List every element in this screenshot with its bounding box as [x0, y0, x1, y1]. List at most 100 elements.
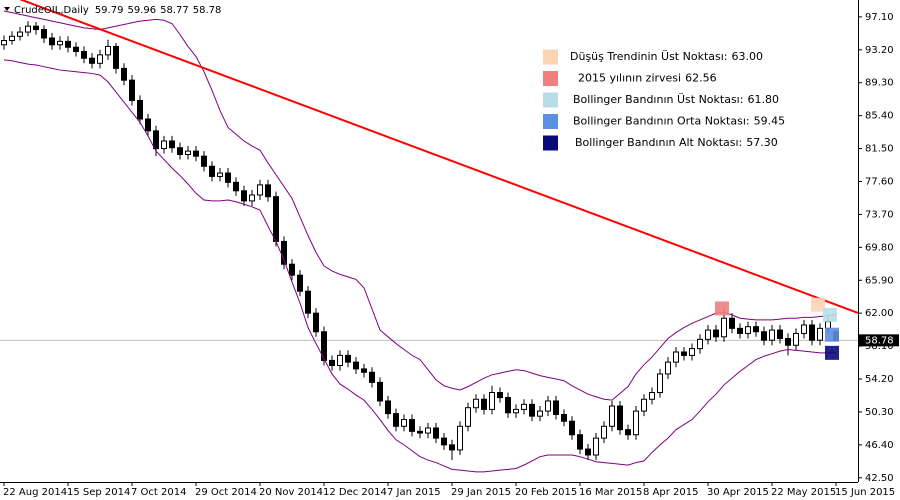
legend-value: 59.45 [754, 115, 786, 128]
candle-body [609, 405, 615, 427]
candle-body [305, 290, 311, 314]
candle-body [777, 329, 783, 339]
candle-body [473, 398, 479, 409]
candle-body [657, 373, 663, 394]
candle-body [49, 37, 55, 46]
candle-body [73, 46, 79, 52]
trend-line [19, 0, 858, 314]
candle-body [793, 332, 799, 346]
candle-body [225, 172, 231, 183]
candle-body [353, 361, 359, 370]
candle-body [25, 25, 31, 33]
candle-body [145, 118, 151, 132]
candle-body [601, 425, 607, 439]
candle-body [169, 140, 175, 149]
candle-body [129, 79, 135, 101]
candle-body [201, 155, 207, 167]
legend-value: 62.56 [685, 72, 717, 85]
candle-body [1, 40, 7, 46]
candle-body [505, 397, 511, 414]
candle-body [737, 327, 743, 334]
legend-label: Bollinger Bandının Alt Noktası: [575, 136, 742, 149]
legend-label: Düşüş Trendinin Üst Noktası: [570, 50, 728, 63]
candle-body [337, 354, 343, 367]
x-tick-label: 15 Sep 2014 [67, 487, 130, 498]
candle-body [161, 140, 167, 150]
y-tick-label: 58.10 [865, 341, 894, 352]
y-tick-label: 46.40 [865, 440, 894, 451]
candle-body [193, 150, 199, 157]
candle-body [625, 429, 631, 436]
candle-body [801, 324, 807, 334]
candle-body [209, 165, 215, 177]
candle-body [489, 392, 495, 410]
x-tick-label: 8 Apr 2015 [643, 487, 698, 498]
legend-value: 57.30 [746, 136, 778, 149]
candle-body [281, 240, 287, 265]
legend-label: Bollinger Bandının Üst Noktası: [573, 93, 743, 106]
y-tick-label: 85.40 [865, 111, 894, 122]
candle-body [705, 329, 711, 340]
candle-body [641, 398, 647, 412]
level-marker [825, 327, 839, 342]
legend-swatch [543, 71, 558, 86]
menu-arrow[interactable] [4, 7, 10, 11]
candle-body [65, 40, 71, 48]
level-marker [811, 297, 825, 312]
level-marker [825, 345, 839, 360]
legend-swatch [543, 135, 558, 151]
candle-body [377, 381, 383, 402]
candle-body [673, 351, 679, 363]
candle-body [481, 398, 487, 410]
candle-body [113, 45, 119, 69]
x-tick-label: 15 Jun 2015 [835, 487, 895, 498]
y-tick-label: 97.10 [865, 12, 894, 23]
y-tick-label: 42.50 [865, 473, 894, 484]
candle-body [689, 348, 695, 356]
candle-body [809, 324, 815, 341]
candle-body [401, 419, 407, 427]
candle-body [721, 317, 727, 338]
x-tick-label: 22 May 2015 [771, 487, 836, 498]
candle-body [697, 338, 703, 350]
candle-body [785, 337, 791, 346]
price-label: 58.78 [865, 335, 894, 346]
candle-body [769, 329, 775, 341]
candle-body [713, 329, 719, 338]
price-label-bg [859, 334, 899, 347]
candle-body [89, 57, 95, 64]
candle-body [57, 40, 63, 46]
y-tick-label: 50.30 [865, 407, 894, 418]
legend-value: 61.80 [747, 93, 779, 106]
x-tick-label: 29 Jan 2015 [451, 487, 511, 498]
legend-swatch [543, 114, 558, 129]
y-tick-label: 81.50 [865, 144, 894, 155]
candle-body [313, 312, 319, 333]
candle-body [569, 420, 575, 436]
candle-body [105, 45, 111, 56]
candle-body [817, 327, 823, 341]
legend-label: 2015 yılının zirvesi [578, 72, 681, 85]
x-tick-label: 16 Mar 2015 [579, 487, 642, 498]
candle-body [385, 400, 391, 415]
x-tick-label: 7 Jan 2015 [387, 487, 441, 498]
candle-body [753, 326, 759, 333]
candle-body [137, 99, 143, 120]
candle-body [265, 184, 271, 198]
candle-body [617, 405, 623, 431]
close-value: 58.78 [193, 5, 222, 16]
x-tick-label: 20 Feb 2015 [515, 487, 577, 498]
legend-swatch [543, 92, 558, 108]
level-marker [715, 301, 729, 316]
candle-body [9, 35, 15, 42]
candle-body [369, 371, 375, 383]
bollinger-band [3, 59, 836, 473]
candle-body [545, 400, 551, 412]
x-tick-label: 30 Apr 2015 [707, 487, 769, 498]
candle-body [529, 403, 535, 417]
legend-label: Bollinger Bandının Orta Noktası: [573, 115, 750, 128]
candle-body [665, 361, 671, 375]
